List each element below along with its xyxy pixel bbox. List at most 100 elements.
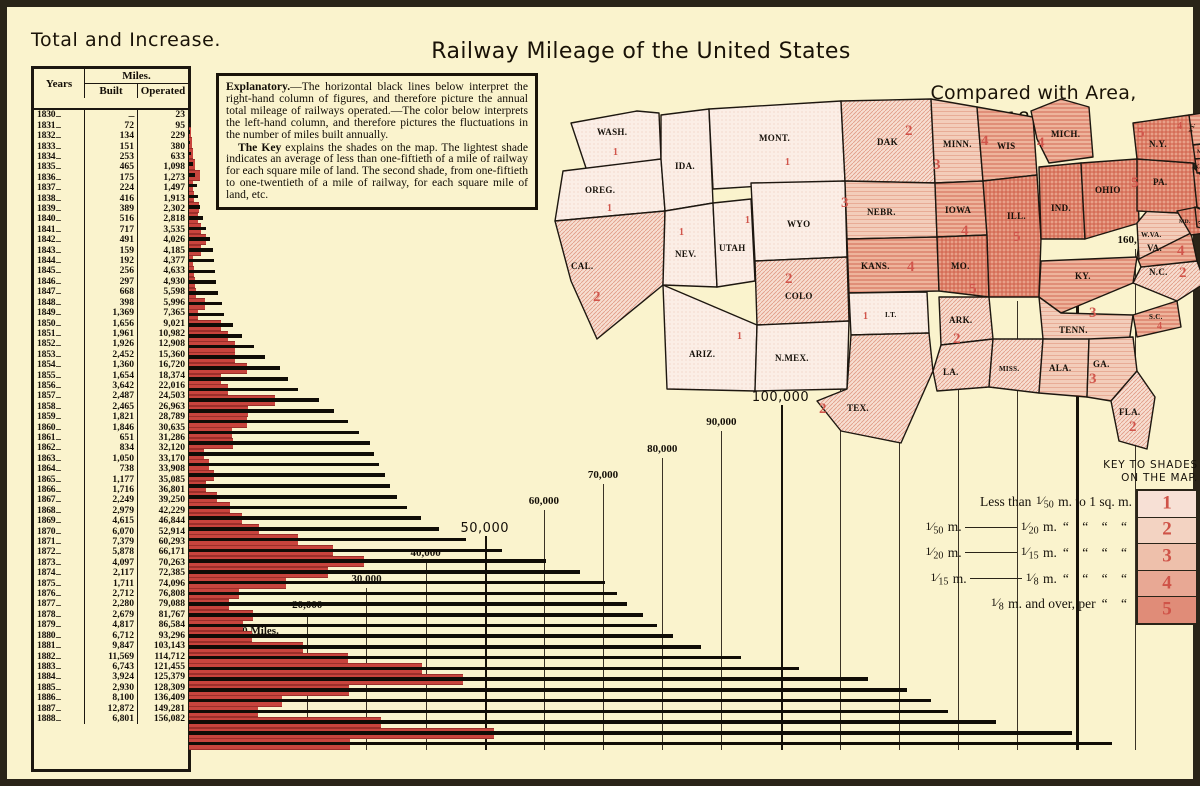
key-swatch-number: 4 bbox=[1162, 572, 1172, 594]
cell-year: 1876..... bbox=[34, 588, 85, 600]
state-ind bbox=[1038, 162, 1086, 240]
table-row: 1888..... 6,801 156,082 bbox=[34, 713, 188, 725]
cell-built: 134 bbox=[84, 130, 138, 142]
bar-miles-operated bbox=[189, 720, 996, 724]
bar-miles-operated bbox=[189, 226, 206, 231]
chart-row bbox=[189, 373, 1183, 385]
state-la bbox=[932, 338, 994, 392]
shade-nc: 2 bbox=[1179, 265, 1187, 281]
table-row: 1877..... 2,280 79,088 bbox=[34, 599, 188, 610]
bar-miles-operated bbox=[189, 559, 546, 563]
cell-operated: 81,767 bbox=[158, 608, 185, 620]
chart-row bbox=[189, 255, 1183, 267]
cell-built: 516 bbox=[84, 214, 138, 225]
key-row: 1⁄8 m. and over, per “ “ bbox=[924, 591, 1132, 617]
cell-year: 1836..... bbox=[34, 172, 85, 184]
cell-year: 1884..... bbox=[34, 671, 85, 683]
key-swatch-number: 5 bbox=[1162, 598, 1172, 620]
cell-year: 1870..... bbox=[34, 526, 85, 538]
key-row: 1⁄15 m. 1⁄8 m. “ “ “ “ bbox=[924, 566, 1132, 592]
cell-operated: 149,281 bbox=[153, 702, 185, 714]
bar-miles-operated bbox=[189, 248, 213, 252]
cell-year: 1832..... bbox=[34, 130, 85, 142]
shade-dak: 2 bbox=[905, 123, 913, 139]
cell-built: 253 bbox=[84, 151, 138, 163]
cell-operated: 633 bbox=[170, 151, 185, 163]
state-cal bbox=[554, 210, 666, 340]
table-row: 1838..... 416 1,913 bbox=[34, 193, 188, 205]
cell-built: 416 bbox=[84, 193, 138, 205]
cell-year: 1875..... bbox=[34, 578, 85, 590]
table-row: 1880..... 6,712 93,296 bbox=[34, 630, 188, 642]
gridline-label: 90,000 bbox=[706, 416, 737, 429]
label-ohio: OHIO bbox=[1095, 185, 1121, 195]
gridline bbox=[780, 405, 784, 750]
table-row: 1841..... 717 3,535 bbox=[34, 224, 188, 236]
cell-operated: 136,409 bbox=[153, 692, 185, 704]
table-row: 1840..... 516 2,818 bbox=[34, 214, 188, 225]
bar-miles-operated bbox=[189, 130, 190, 134]
bar-miles-operated bbox=[189, 344, 254, 349]
cell-year: 1858..... bbox=[34, 401, 85, 413]
shade-ill: 5 bbox=[1013, 229, 1021, 245]
cell-built: 256 bbox=[84, 266, 138, 277]
gridline bbox=[543, 509, 545, 750]
map-shade-numbers: 1 1 1 2 1 1 2 1 2 3 4 1 2 3 4 5 2 4 5 4 bbox=[593, 121, 1187, 435]
cell-built: 2,249 bbox=[84, 495, 138, 506]
bar-miles-operated bbox=[189, 612, 644, 617]
table-row: 1864..... 738 33,908 bbox=[34, 463, 188, 475]
label-ill: ILL. bbox=[1007, 211, 1026, 221]
cell-built: 6,070 bbox=[84, 526, 138, 538]
bar-miles-operated bbox=[189, 548, 502, 553]
chart-row bbox=[189, 577, 1183, 589]
fraction: 1⁄8 bbox=[990, 595, 1004, 613]
cell-built: 2,487 bbox=[84, 390, 138, 402]
cell-built: 717 bbox=[84, 224, 138, 236]
cell-year: 1841..... bbox=[34, 224, 85, 236]
label-oreg: OREG. bbox=[585, 185, 615, 195]
cell-built: 9,847 bbox=[84, 640, 138, 652]
col-header-built: Built bbox=[84, 83, 138, 98]
chart-row bbox=[189, 684, 1183, 696]
label-conn: CONN. bbox=[1196, 158, 1200, 171]
bar-miles-operated bbox=[189, 333, 243, 338]
cell-operated: 4,185 bbox=[163, 244, 185, 256]
label-kans: KANS. bbox=[861, 261, 890, 271]
key-inline-label: The Key bbox=[238, 140, 282, 154]
bar-miles-operated bbox=[189, 205, 201, 209]
cell-built: 2,979 bbox=[84, 505, 138, 517]
gridline bbox=[484, 535, 488, 750]
table-row: 1862..... 834 32,120 bbox=[34, 442, 188, 454]
cell-built: 1,711 bbox=[84, 578, 138, 590]
chart-row bbox=[189, 212, 1183, 224]
shade-pa: 5 bbox=[1131, 175, 1139, 191]
cell-year: 1855..... bbox=[34, 370, 85, 381]
table-row: 1832..... 134 229 bbox=[34, 130, 188, 142]
cell-operated: 4,026 bbox=[163, 234, 185, 246]
bar-miles-operated bbox=[189, 484, 390, 488]
cell-built: 2,280 bbox=[84, 599, 138, 610]
bar-miles-operated bbox=[189, 409, 334, 413]
cell-year: 1868..... bbox=[34, 505, 85, 517]
us-map: WASH. OREG. IDA. MONT. CAL. NEV. UTAH WY… bbox=[541, 71, 1200, 471]
explanatory-paragraph-1: —The horizontal black lines below interp… bbox=[226, 80, 528, 141]
cell-operated: 86,584 bbox=[158, 619, 185, 631]
label-minn: MINN. bbox=[943, 139, 972, 149]
table-row: 1843..... 159 4,185 bbox=[34, 244, 188, 257]
key-dash bbox=[969, 578, 1022, 580]
key-swatch: 1 bbox=[1138, 491, 1196, 518]
cell-year: 1835..... bbox=[34, 162, 85, 173]
state-vt bbox=[1188, 112, 1200, 146]
state-ny bbox=[1132, 114, 1200, 166]
cell-operated: 60,293 bbox=[158, 536, 185, 548]
cell-year: 1839..... bbox=[34, 203, 85, 215]
chart-row bbox=[189, 448, 1183, 460]
shade-sc: 4 bbox=[1157, 321, 1162, 332]
gridline bbox=[425, 561, 427, 750]
bar-miles-operated bbox=[189, 237, 210, 241]
chart-row bbox=[189, 362, 1183, 374]
bar-miles-operated bbox=[189, 269, 215, 274]
chart-row bbox=[189, 502, 1183, 514]
bar-miles-operated bbox=[189, 591, 618, 596]
us-map-svg: WASH. OREG. IDA. MONT. CAL. NEV. UTAH WY… bbox=[554, 98, 1200, 450]
